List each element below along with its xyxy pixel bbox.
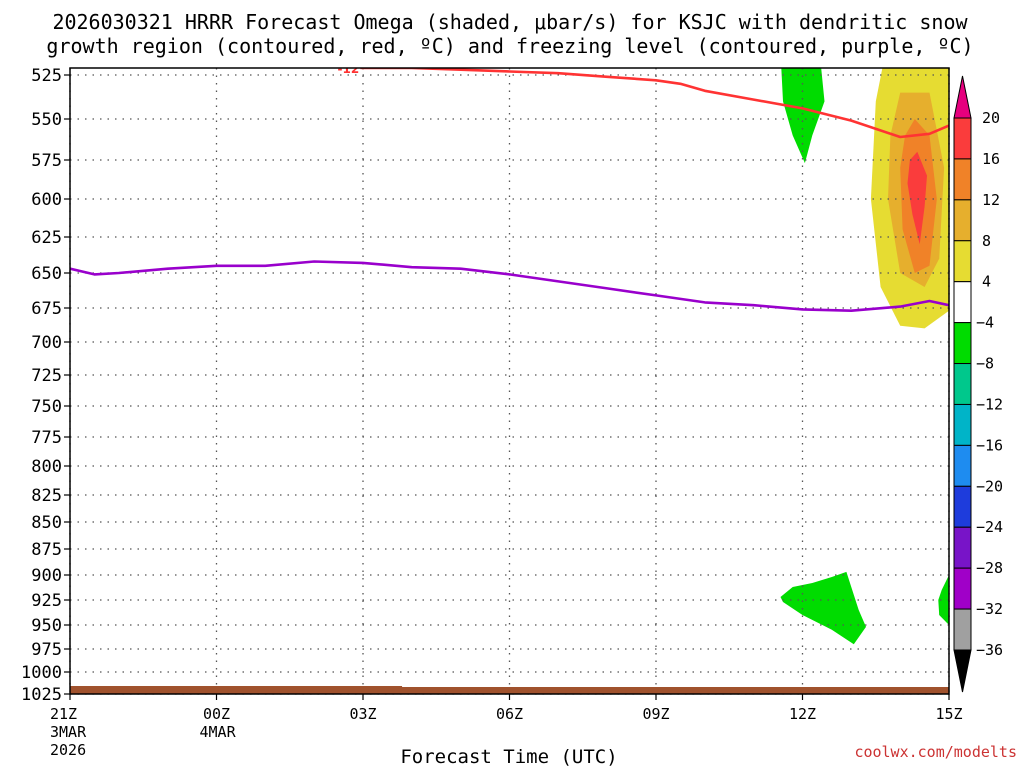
y-tick-label: 700 bbox=[31, 333, 62, 353]
x-tick-label: 06Z bbox=[496, 705, 523, 723]
y-tick-label: 900 bbox=[31, 566, 62, 586]
x-tick-label: 03Z bbox=[349, 705, 376, 723]
y-axis: 525 550 575 600 625 650 675 700 725 750 775 800 825 8… bbox=[21, 66, 70, 705]
colorbar-tick-label: −8 bbox=[976, 355, 994, 373]
y-tick-label: 625 bbox=[31, 228, 62, 248]
contour-line-1 bbox=[70, 260, 949, 312]
title-line-2: growth region (contoured, red, ºC) and f… bbox=[46, 34, 973, 58]
omega-region-5 bbox=[780, 571, 866, 645]
y-tick-label: 975 bbox=[31, 640, 62, 660]
x-tick-label: 12Z bbox=[789, 705, 816, 723]
y-tick-label: 875 bbox=[31, 540, 62, 560]
credit-text: coolwx.com/modelts bbox=[854, 743, 1017, 761]
colorbar-bin bbox=[953, 567, 972, 610]
contours: -12 bbox=[70, 62, 949, 312]
y-tick-label: 925 bbox=[31, 591, 62, 611]
colorbar-tick-label: 12 bbox=[982, 191, 1000, 209]
colorbar-bottom-arrow bbox=[953, 649, 972, 693]
colorbar-tick-label: −4 bbox=[976, 314, 994, 332]
y-tick-label: 525 bbox=[31, 66, 62, 86]
x-tick-label: 00Z bbox=[203, 705, 230, 723]
colorbar-tick-label: 8 bbox=[982, 232, 991, 250]
colorbar-bin bbox=[953, 403, 972, 446]
x-tick-label: 09Z bbox=[642, 705, 669, 723]
y-tick-label: 725 bbox=[31, 366, 62, 386]
contour-label-bg bbox=[336, 68, 361, 74]
colorbar-tick-label: −28 bbox=[976, 559, 1003, 577]
omega-region-4 bbox=[781, 68, 825, 164]
omega-region-6 bbox=[938, 575, 949, 625]
colorbar-bin bbox=[953, 485, 972, 528]
x-tick-sublabel: 3MAR bbox=[50, 723, 87, 741]
terrain-bar bbox=[70, 686, 949, 694]
y-tick-label: 650 bbox=[31, 264, 62, 284]
y-tick-label: 800 bbox=[31, 457, 62, 477]
colorbar-bin bbox=[953, 281, 972, 324]
colorbar-tick-label: 16 bbox=[982, 150, 1000, 168]
colorbar-tick-label: −20 bbox=[976, 477, 1003, 495]
colorbar-bin bbox=[953, 322, 972, 365]
colorbar-top-arrow bbox=[953, 75, 972, 119]
colorbar-tick-label: −16 bbox=[976, 436, 1003, 454]
x-tick-label: 21Z bbox=[50, 705, 77, 723]
y-tick-label: 1000 bbox=[21, 663, 62, 683]
title-line-1: 2026030321 HRRR Forecast Omega (shaded, … bbox=[52, 10, 968, 34]
y-tick-label: 600 bbox=[31, 190, 62, 210]
colorbar-bin bbox=[953, 526, 972, 569]
colorbar-tick-label: −12 bbox=[976, 395, 1003, 413]
colorbar: 20 16 12 8 4 −4 −8 −12 −16 −20 −24 −28 −32 −36 bbox=[953, 75, 1003, 693]
y-tick-label: 775 bbox=[31, 428, 62, 448]
colorbar-bin bbox=[953, 199, 972, 242]
terrain-surface-step bbox=[70, 686, 403, 688]
colorbar-bin bbox=[953, 117, 972, 160]
colorbar-tick-label: 20 bbox=[982, 109, 1000, 127]
y-tick-label: 950 bbox=[31, 616, 62, 636]
y-tick-label: 1025 bbox=[21, 685, 62, 705]
x-tick-sublabel: 2026 bbox=[50, 741, 86, 759]
chart-title: 2026030321 HRRR Forecast Omega (shaded, … bbox=[46, 10, 973, 58]
colorbar-bin bbox=[953, 444, 972, 487]
colorbar-tick-label: −32 bbox=[976, 600, 1003, 618]
terrain-surface bbox=[70, 687, 949, 694]
y-tick-label: 575 bbox=[31, 151, 62, 171]
y-tick-label: 750 bbox=[31, 397, 62, 417]
contour-line-0 bbox=[327, 68, 949, 139]
colorbar-bin bbox=[953, 608, 972, 651]
omega-shading bbox=[780, 68, 949, 645]
colorbar-tick-label: 4 bbox=[982, 273, 991, 291]
y-tick-label: 825 bbox=[31, 486, 62, 506]
x-tick-sublabel: 4MAR bbox=[200, 723, 237, 741]
colorbar-tick-label: −36 bbox=[976, 641, 1003, 659]
y-tick-label: 850 bbox=[31, 513, 62, 533]
x-axis-label: Forecast Time (UTC) bbox=[400, 746, 617, 768]
colorbar-bin bbox=[953, 240, 972, 283]
x-tick-label: 15Z bbox=[935, 705, 962, 723]
colorbar-bin bbox=[953, 363, 972, 405]
omega-region-3 bbox=[907, 151, 927, 245]
colorbar-bin bbox=[953, 158, 972, 201]
y-tick-label: 675 bbox=[31, 299, 62, 319]
colorbar-tick-label: −24 bbox=[976, 518, 1003, 536]
y-tick-label: 550 bbox=[31, 110, 62, 130]
contour-label: -12 bbox=[338, 62, 360, 76]
